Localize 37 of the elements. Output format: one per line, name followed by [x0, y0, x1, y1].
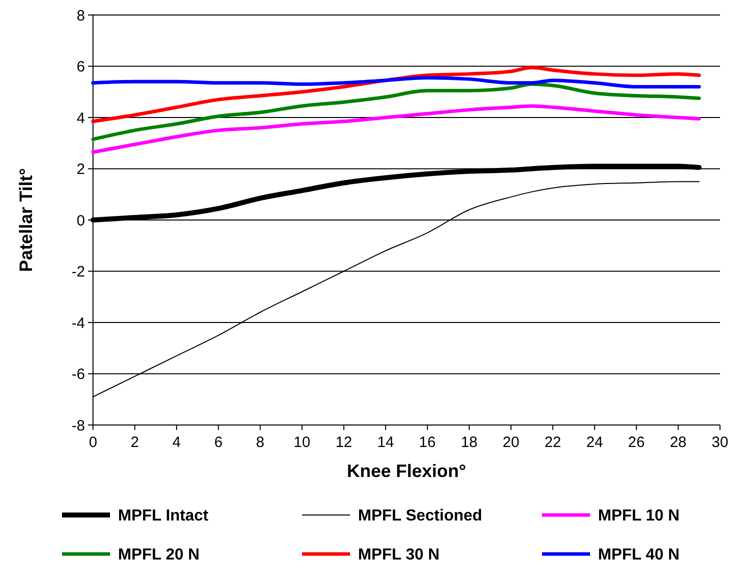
y-tick-label: 6 [76, 58, 85, 76]
x-tick-label: 26 [628, 434, 645, 451]
x-tick-label: 20 [502, 434, 520, 451]
legend-label: MPFL 10 N [598, 508, 680, 525]
x-tick-label: 16 [419, 434, 436, 451]
x-tick-label: 14 [377, 434, 394, 451]
y-tick-label: -8 [72, 417, 85, 434]
legend-label: MPFL 30 N [358, 546, 440, 564]
y-axis-title: Patellar Tilt° [16, 168, 36, 272]
y-tick-label: 4 [76, 110, 85, 127]
legend-label: MPFL 20 N [118, 546, 200, 564]
x-tick-label: 22 [544, 434, 562, 451]
y-tick-label: 0 [76, 212, 85, 230]
legend-label: MPFL 40 N [598, 546, 680, 564]
y-tick-label: -2 [72, 264, 85, 280]
y-tick-label: -4 [72, 314, 85, 332]
x-tick-label: 6 [214, 434, 223, 451]
x-tick-label: 18 [460, 434, 478, 451]
x-tick-label: 28 [670, 434, 687, 451]
x-tick-label: 8 [256, 434, 264, 451]
y-tick-label: 8 [76, 7, 85, 24]
x-tick-label: 30 [712, 434, 728, 451]
line-series [91, 82, 701, 142]
legend-label: MPFL Sectioned [358, 508, 482, 525]
legend-label: MPFL Intact [118, 508, 210, 525]
line-series [91, 104, 701, 154]
line-series [91, 76, 701, 88]
x-tick-label: 24 [586, 434, 603, 451]
x-tick-label: 0 [88, 434, 98, 451]
x-tick-label: 2 [130, 434, 139, 451]
x-tick-label: 10 [294, 434, 310, 451]
line-series [91, 66, 701, 124]
x-tick-label: 12 [335, 434, 352, 451]
y-tick-label: 2 [76, 161, 85, 178]
x-tick-label: 4 [172, 434, 181, 451]
x-axis-title: Knee Flexion° [346, 461, 466, 481]
y-tick-label: -6 [72, 366, 85, 383]
